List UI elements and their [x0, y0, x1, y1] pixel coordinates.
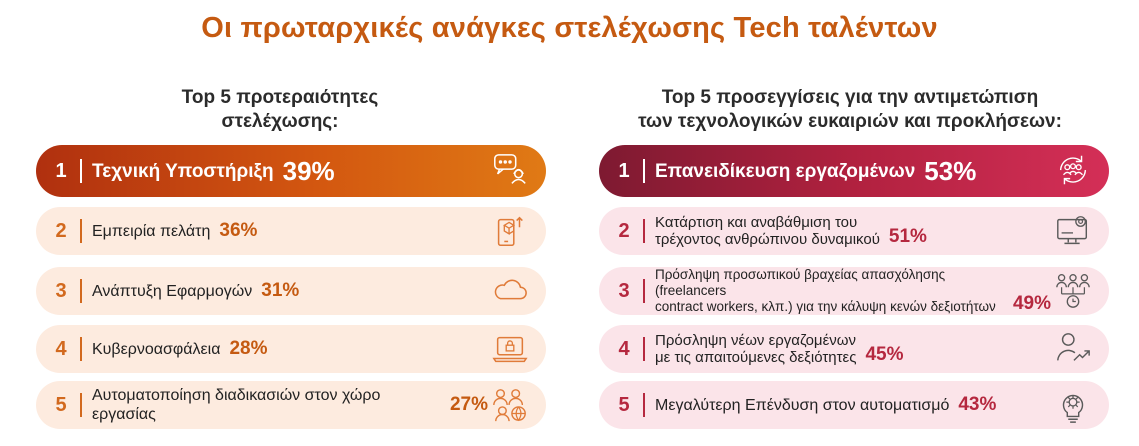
rank-divider: [643, 279, 645, 303]
rank-divider: [643, 393, 645, 417]
support-chat-icon: [488, 151, 532, 191]
rank-divider: [80, 159, 82, 183]
item-label-line-1: Ανάπτυξη Εφαρμογών: [92, 282, 253, 300]
item-label: Πρόσληψη προσωπικού βραχείας απασχόλησης…: [655, 267, 1004, 315]
item-label: Ανάπτυξη Εφαρμογών: [92, 282, 252, 301]
left-list-item-3: 3 Ανάπτυξη Εφαρμογών 31%: [36, 267, 546, 315]
item-percentage: 51%: [888, 226, 927, 247]
item-percentage: 28%: [229, 338, 268, 359]
item-percentage: 49%: [1012, 293, 1051, 314]
left-column-heading: Top 5 προτεραιότητες στελέχωσης:: [130, 86, 430, 134]
item-label: Κατάρτιση και αναβάθμιση του τρέχοντος αν…: [655, 214, 880, 248]
item-label-line-1: Επανειδίκευση εργαζομένων: [655, 160, 916, 182]
rank-divider: [643, 159, 645, 183]
left-heading-line-1: Top 5 προτεραιότητες: [181, 87, 379, 108]
item-content: Κατάρτιση και αναβάθμιση του τρέχοντος αν…: [655, 214, 1051, 248]
rank-number: 5: [55, 393, 67, 416]
item-label: Πρόσληψη νέων εργαζομένων με τις απαιτούμ…: [655, 332, 856, 366]
rank-divider: [80, 393, 82, 417]
person-growth-icon: [1051, 329, 1095, 369]
rank-number: 4: [618, 337, 630, 360]
rank-divider: [80, 337, 82, 361]
item-label-line-2: με τις απαιτούμενες δεξιότητες: [655, 349, 857, 366]
right-column-heading: Top 5 προσεγγίσεις για την αντιμετώπιση …: [590, 86, 1110, 134]
item-label: Εμπειρία πελάτη: [92, 222, 210, 241]
right-list-item-2: 2 Κατάρτιση και αναβάθμιση του τρέχοντος α…: [599, 207, 1109, 255]
item-label: Τεχνική Υποστήριξη: [92, 162, 274, 181]
item-label-line-1: Αυτοματοποίηση διαδικασιών στον χώρο εργ…: [92, 387, 381, 423]
rank-number: 1: [618, 159, 630, 182]
left-heading-line-2: στελέχωσης:: [221, 111, 339, 132]
item-label: Μεγαλύτερη Επένδυση στον αυτοματισμό: [655, 396, 949, 415]
people-globe-icon: [488, 385, 532, 425]
reskill-cycle-icon: [1051, 151, 1095, 191]
item-label: Αυτοματοποίηση διαδικασιών στον χώρο εργ…: [92, 386, 441, 424]
item-content: Κυβερνοασφάλεια 28%: [92, 338, 488, 360]
item-content: Ανάπτυξη Εφαρμογών 31%: [92, 280, 488, 302]
right-list-item-4: 4 Πρόσληψη νέων εργαζομένων με τις απαιτού…: [599, 325, 1109, 373]
right-heading-line-2: των τεχνολογικών ευκαιριών και προκλήσεω…: [638, 111, 1062, 132]
monitor-gear-icon: [1051, 211, 1095, 251]
team-clock-icon: [1051, 271, 1095, 311]
item-label-line-2: contract workers, κλπ.) για την κάλυψη κ…: [655, 299, 996, 314]
item-content: Τεχνική Υποστήριξη 39%: [92, 156, 488, 187]
item-percentage: 27%: [449, 394, 488, 415]
item-label-line-1: Πρόσληψη νέων εργαζομένων: [655, 332, 856, 349]
item-percentage: 45%: [865, 344, 904, 365]
item-label: Κυβερνοασφάλεια: [92, 340, 220, 359]
item-label-line-1: Κυβερνοασφάλεια: [92, 340, 221, 358]
item-label-line-1: Εμπειρία πελάτη: [92, 222, 211, 240]
page-title: Οι πρωταρχικές ανάγκες στελέχωσης Tech τ…: [201, 12, 938, 44]
left-list-item-2: 2 Εμπειρία πελάτη 36%: [36, 207, 546, 255]
item-content: Πρόσληψη νέων εργαζομένων με τις απαιτούμ…: [655, 332, 1051, 366]
item-label-line-2: τρέχοντος ανθρώπινου δυναμικού: [655, 231, 880, 248]
item-percentage: 36%: [219, 220, 258, 241]
item-content: Εμπειρία πελάτη 36%: [92, 220, 488, 242]
item-percentage: 43%: [958, 394, 997, 415]
cloud-icon: [488, 271, 532, 311]
right-list-item-3: 3 Πρόσληψη προσωπικού βραχείας απασχόληση…: [599, 267, 1109, 315]
item-label-line-1: Κατάρτιση και αναβάθμιση του: [655, 214, 858, 231]
left-list-item-4: 4 Κυβερνοασφάλεια 28%: [36, 325, 546, 373]
item-percentage: 31%: [261, 280, 300, 301]
left-list-item-5: 5 Αυτοματοποίηση διαδικασιών στον χώρο ερ…: [36, 381, 546, 429]
right-heading-line-1: Top 5 προσεγγίσεις για την αντιμετώπιση: [661, 87, 1039, 108]
item-content: Πρόσληψη προσωπικού βραχείας απασχόλησης…: [655, 267, 1051, 315]
rank-divider: [80, 219, 82, 243]
item-percentage: 39%: [282, 155, 335, 186]
item-label-line-1: Πρόσληψη προσωπικού βραχείας απασχόλησης…: [655, 267, 946, 298]
right-list-item-5: 5 Μεγαλύτερη Επένδυση στον αυτοματισμό 43%: [599, 381, 1109, 429]
item-percentage: 53%: [924, 155, 977, 186]
left-list-item-1: 1 Τεχνική Υποστήριξη 39%: [36, 145, 546, 197]
item-content: Επανειδίκευση εργαζομένων 53%: [655, 156, 1051, 187]
bulb-gear-icon: [1051, 385, 1095, 425]
item-content: Μεγαλύτερη Επένδυση στον αυτοματισμό 43%: [655, 394, 1051, 416]
right-list-item-1: 1 Επανειδίκευση εργαζομένων 53%: [599, 145, 1109, 197]
mobile-box-icon: [488, 211, 532, 251]
laptop-lock-icon: [488, 329, 532, 369]
rank-number: 2: [55, 219, 67, 242]
rank-number: 3: [55, 279, 67, 302]
rank-number: 3: [618, 279, 630, 302]
rank-divider: [80, 279, 82, 303]
item-label-line-1: Μεγαλύτερη Επένδυση στον αυτοματισμό: [655, 396, 950, 414]
rank-number: 4: [55, 337, 67, 360]
item-label-line-1: Τεχνική Υποστήριξη: [92, 160, 274, 182]
item-content: Αυτοματοποίηση διαδικασιών στον χώρο εργ…: [92, 386, 488, 424]
rank-divider: [643, 337, 645, 361]
rank-number: 1: [55, 159, 67, 182]
rank-number: 2: [618, 219, 630, 242]
rank-divider: [643, 219, 645, 243]
item-label: Επανειδίκευση εργαζομένων: [655, 162, 915, 181]
rank-number: 5: [618, 393, 630, 416]
